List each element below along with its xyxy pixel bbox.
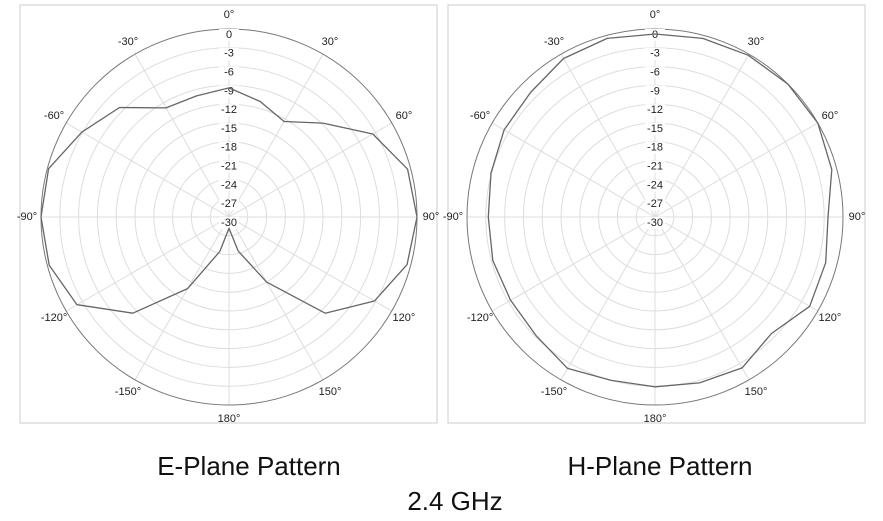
r-tick-label: -6: [224, 67, 234, 79]
tick-label-bg: [645, 66, 665, 79]
plot: 0 -3 -6 -9 -12 -15 -18 -21 -24 -27 -30 0° 30° 60° 90° 1…: [443, 9, 865, 425]
tick-label-bg: [219, 198, 239, 211]
theta-tick-label: 120°: [393, 312, 416, 324]
theta-tick-label: -30°: [118, 36, 138, 48]
tick-label-bg: [219, 141, 239, 154]
theta-tick-label: -120°: [41, 312, 67, 324]
tick-label-bg: [219, 29, 239, 41]
r-tick-label: -30: [647, 217, 663, 229]
chart-title: E-Plane Pattern: [157, 451, 341, 481]
tick-label-bg: [645, 179, 665, 192]
tick-label-bg: [645, 160, 665, 173]
r-tick-label: -24: [221, 179, 237, 191]
r-tick-label: -18: [221, 142, 237, 154]
theta-tick-label: 30°: [748, 36, 765, 48]
tick-label-bg: [219, 85, 239, 98]
chart-title: H-Plane Pattern: [568, 451, 753, 481]
pattern-line: [40, 87, 418, 314]
tick-label-bg: [219, 179, 239, 192]
ring-grid-line: [522, 84, 788, 350]
theta-tick-label: 150°: [745, 386, 768, 398]
theta-tick-label: 0°: [650, 9, 661, 21]
footer: 2.4 GHz: [407, 486, 502, 516]
theta-tick-label: 90°: [849, 211, 866, 223]
theta-tick-label: -120°: [467, 312, 493, 324]
theta-tick-label: -60°: [470, 110, 490, 122]
tick-label-bg: [645, 47, 665, 60]
r-tick-label: -27: [221, 198, 237, 210]
tick-label-bg: [219, 217, 239, 229]
theta-tick-label: 150°: [319, 386, 342, 398]
r-tick-label: -21: [221, 161, 237, 173]
tick-label-bg: [645, 198, 665, 211]
tick-label-bg: [645, 29, 665, 41]
theta-tick-label: 0°: [224, 9, 235, 21]
r-tick-label: -24: [647, 179, 663, 191]
tick-label-bg: [219, 66, 239, 79]
r-tick-label: -6: [650, 67, 660, 79]
theta-tick-label: -90°: [443, 211, 463, 223]
r-tick-label: -15: [221, 123, 237, 135]
tick-label-bg: [645, 85, 665, 98]
tick-label-bg: [645, 217, 665, 229]
r-tick-label: -12: [221, 104, 237, 116]
theta-tick-label: 180°: [644, 413, 667, 425]
r-tick-label: -3: [224, 48, 234, 60]
panel-frame: [447, 4, 866, 424]
ring-grid-line: [96, 84, 362, 350]
r-tick-label: -21: [647, 161, 663, 173]
tick-label-bg: [219, 160, 239, 173]
r-tick-label: -18: [647, 142, 663, 154]
tick-label-bg: [219, 104, 239, 117]
tick-label-bg: [645, 123, 665, 135]
tick-label-bg: [645, 104, 665, 117]
pattern-line: [487, 33, 833, 388]
r-tick-label: -27: [647, 198, 663, 210]
tick-label-bg: [645, 141, 665, 154]
theta-tick-label: 180°: [218, 413, 241, 425]
r-tick-label: -30: [221, 217, 237, 229]
theta-tick-label: 60°: [822, 110, 839, 122]
theta-tick-label: 30°: [322, 36, 339, 48]
r-tick-label: 0: [226, 29, 232, 41]
theta-tick-label: -150°: [541, 386, 567, 398]
theta-tick-label: -30°: [544, 36, 564, 48]
r-tick-label: -9: [224, 85, 234, 97]
r-tick-label: -15: [647, 123, 663, 135]
plot: 0 -3 -6 -9 -12 -15 -18 -21 -24 -27 -30 0° 30° 60° 90° 1…: [17, 9, 439, 425]
r-tick-label: -3: [650, 48, 660, 60]
theta-tick-label: 90°: [423, 211, 440, 223]
theta-tick-label: -150°: [115, 386, 141, 398]
theta-tick-label: -90°: [17, 211, 37, 223]
r-tick-label: -9: [650, 85, 660, 97]
tick-label-bg: [219, 123, 239, 135]
r-tick-label: 0: [652, 29, 658, 41]
panel-frame: [19, 4, 438, 424]
theta-tick-label: 60°: [396, 110, 413, 122]
r-tick-label: -12: [647, 104, 663, 116]
tick-label-bg: [219, 47, 239, 60]
theta-tick-label: -60°: [44, 110, 64, 122]
theta-tick-label: 120°: [819, 312, 842, 324]
